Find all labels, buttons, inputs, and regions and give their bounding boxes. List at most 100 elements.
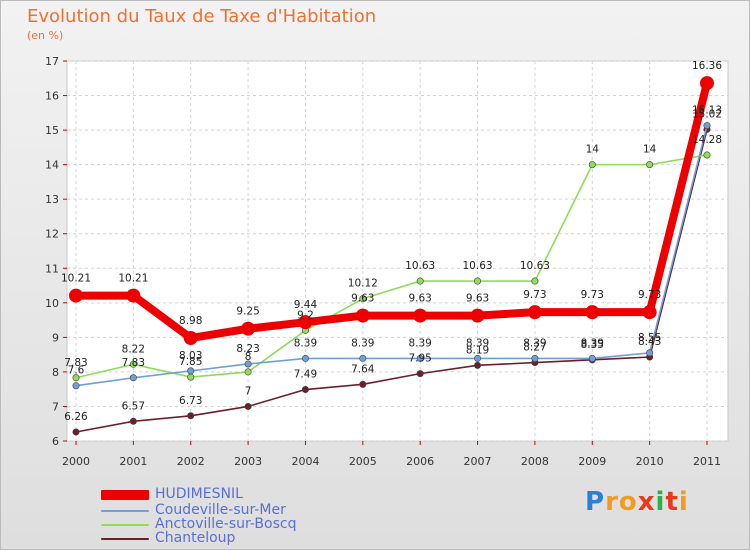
y-tick-label: 12 (45, 228, 59, 241)
logo-letter: x (637, 487, 656, 517)
series-line (75, 125, 708, 387)
data-label: 10.63 (463, 260, 493, 272)
y-tick-label: 8 (52, 366, 59, 379)
legend-label: Chanteloup (155, 530, 236, 546)
data-label: 8.19 (466, 344, 489, 356)
legend-swatch (101, 524, 149, 526)
x-tick-label: 2008 (521, 455, 549, 468)
data-label: 15.02 (692, 108, 722, 120)
data-point (642, 305, 657, 320)
data-point (588, 161, 596, 169)
data-point (241, 321, 256, 336)
data-label: 9.2 (297, 309, 314, 321)
data-point (413, 308, 428, 323)
y-tick-label: 13 (45, 193, 59, 206)
series-line (76, 82, 711, 343)
data-point (129, 417, 137, 425)
legend-label: HUDIMESNIL (155, 486, 243, 502)
data-label: 7.95 (408, 353, 431, 365)
data-label: 7.49 (294, 369, 317, 381)
data-label: 16.36 (692, 60, 722, 72)
data-point (129, 374, 137, 382)
data-label: 9.73 (581, 289, 604, 301)
data-label: 8.35 (581, 339, 604, 351)
data-label: 10.63 (520, 260, 550, 272)
data-label: 8.39 (523, 337, 546, 349)
data-point (69, 288, 83, 303)
data-point (301, 354, 309, 362)
data-point (298, 315, 313, 330)
data-label: 6.26 (64, 411, 88, 423)
data-label: 8.39 (351, 337, 374, 349)
data-point (646, 161, 654, 169)
data-label: 9.63 (351, 293, 374, 305)
data-label: 10.21 (61, 273, 91, 285)
x-tick-label: 2006 (406, 455, 434, 468)
logo-letter: P (585, 487, 606, 517)
data-point (474, 277, 482, 285)
data-point (474, 354, 482, 362)
x-tick-label: 2007 (464, 455, 492, 468)
plot-area (66, 60, 729, 442)
data-point (301, 386, 309, 394)
data-point (72, 382, 80, 390)
data-label: 7.64 (351, 363, 375, 375)
data-label: 8.43 (638, 336, 661, 348)
legend-swatch (101, 490, 149, 500)
data-label: 9.63 (408, 293, 431, 305)
legend-item: Anctoville-sur-Boscq (101, 516, 401, 533)
data-label: 8.55 (638, 332, 661, 344)
data-label: 8.39 (466, 337, 489, 349)
data-label: 15.13 (692, 105, 722, 117)
data-label: 9.63 (466, 293, 489, 305)
data-point (703, 122, 711, 130)
data-point (72, 428, 80, 436)
data-point (588, 354, 596, 362)
y-tick-label: 14 (45, 159, 59, 172)
data-label: 8 (245, 351, 252, 363)
data-point (416, 354, 424, 362)
data-label: 6.73 (179, 395, 202, 407)
legend-swatch (101, 510, 149, 512)
x-tick-label: 2010 (636, 455, 664, 468)
data-point (244, 402, 252, 410)
x-tick-label: 2001 (119, 455, 147, 468)
data-label: 7.85 (179, 356, 202, 368)
data-label: 8.98 (179, 315, 202, 327)
y-tick-label: 16 (45, 90, 59, 103)
data-label: 9.73 (523, 289, 546, 301)
x-tick-label: 2002 (177, 455, 205, 468)
data-point (359, 295, 367, 303)
legend-label: Coudeville-sur-Mer (155, 502, 286, 518)
data-label: 8.03 (179, 350, 202, 362)
chart-title: Evolution du Taux de Taxe d'Habitation (27, 6, 377, 27)
data-label: 8.39 (294, 337, 317, 349)
data-point (72, 374, 80, 382)
data-label: 8.27 (523, 342, 546, 354)
logo-letter: i (655, 487, 666, 517)
legend-swatch (101, 538, 149, 540)
legend-item: HUDIMESNIL (101, 486, 401, 503)
data-point (700, 76, 714, 91)
data-point (470, 308, 485, 323)
data-point (244, 368, 252, 376)
data-point (585, 305, 600, 320)
chart-unit: (en %) (27, 29, 64, 42)
logo-letter: t (665, 487, 679, 517)
data-label: 14.28 (692, 134, 722, 146)
y-tick-label: 17 (45, 55, 59, 68)
data-point (187, 412, 195, 420)
data-label: 8.39 (408, 337, 431, 349)
data-label: 7.83 (64, 357, 87, 369)
data-label: 6.57 (122, 400, 145, 412)
logo-letter: r (605, 487, 619, 517)
x-tick-label: 2009 (578, 455, 606, 468)
data-point (187, 373, 195, 381)
data-label: 9.25 (236, 306, 259, 318)
x-tick-label: 2011 (693, 455, 721, 468)
data-label: 7.6 (68, 365, 85, 377)
data-point (416, 370, 424, 378)
data-point (474, 361, 482, 369)
x-tick-label: 2003 (234, 455, 262, 468)
